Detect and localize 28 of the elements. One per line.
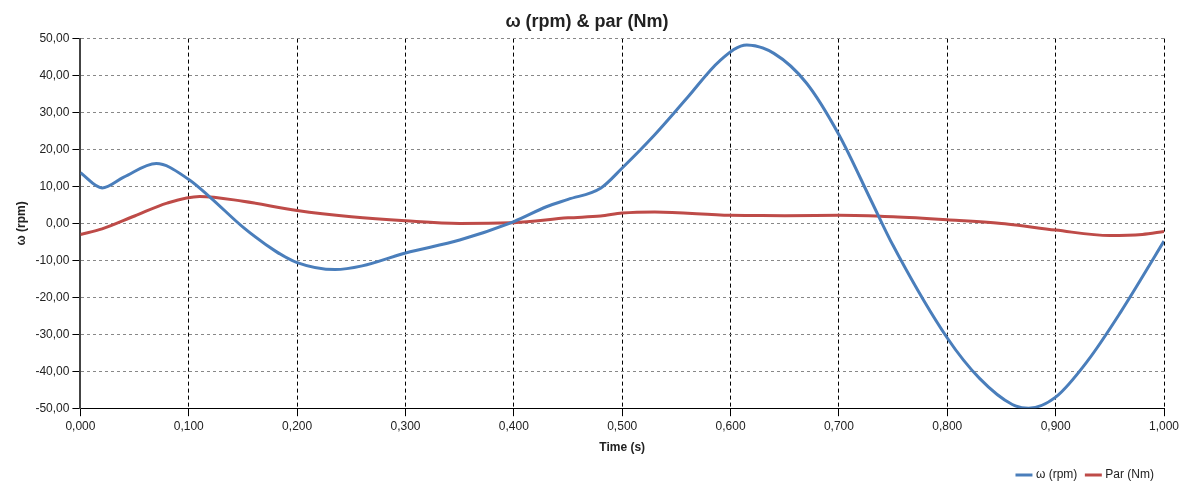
x-axis-title: Time (s) xyxy=(599,440,646,455)
y-tick-label: 50,00 xyxy=(39,30,70,45)
y-tick-label: -50,00 xyxy=(35,400,70,415)
x-tick-label: 0,500 xyxy=(607,418,638,433)
y-tick-label: 10,00 xyxy=(39,178,70,193)
x-tick-label: 0,400 xyxy=(498,418,530,433)
y-tick-label: -20,00 xyxy=(35,289,70,304)
legend-label: ω (rpm) xyxy=(1035,467,1078,482)
x-tick-label: 0,100 xyxy=(173,418,205,433)
y-tick-label: 40,00 xyxy=(39,67,70,82)
chart-title: ω (rpm) & par (Nm) xyxy=(505,10,669,31)
x-tick-label: 0,600 xyxy=(715,418,746,433)
y-tick-label: -30,00 xyxy=(35,326,70,341)
x-tick-label: 0,800 xyxy=(932,418,963,433)
x-tick-label: 0,000 xyxy=(65,418,96,433)
y-tick-label: -10,00 xyxy=(35,252,70,267)
y-tick-label: 0,00 xyxy=(46,215,70,230)
y-tick-label: 30,00 xyxy=(39,104,70,119)
x-tick-label: 0,300 xyxy=(390,418,421,433)
line-series xyxy=(80,194,1164,238)
x-tick-label: 0,200 xyxy=(282,418,313,433)
x-tick-label: 1,000 xyxy=(1148,418,1180,433)
y-tick-label: 20,00 xyxy=(39,141,70,156)
legend-label: Par (Nm) xyxy=(1105,467,1155,482)
x-tick-label: 0,700 xyxy=(823,418,855,433)
x-tick-label: 0,900 xyxy=(1040,418,1071,433)
y-tick-label: -40,00 xyxy=(35,363,70,378)
y-axis-title: ω (rpm) xyxy=(13,201,28,246)
